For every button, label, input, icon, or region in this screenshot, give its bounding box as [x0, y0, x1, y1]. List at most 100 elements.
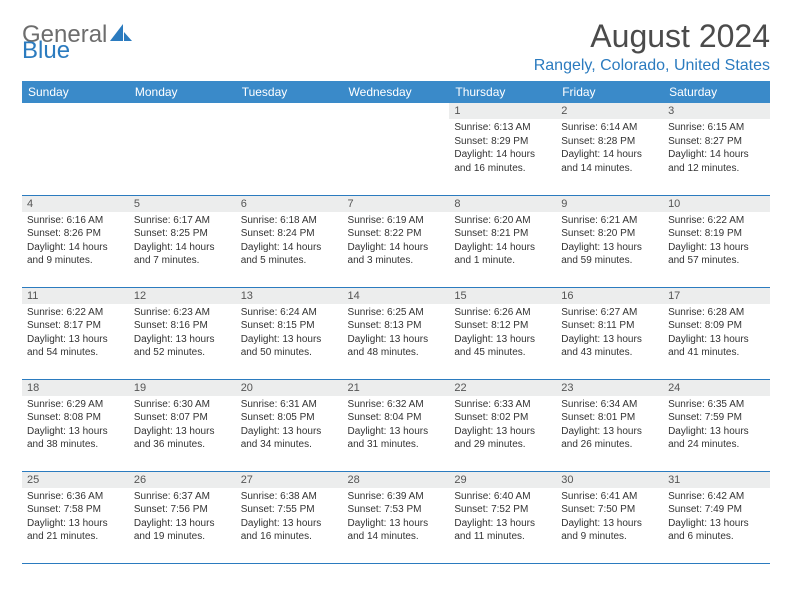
calendar-cell: 26Sunrise: 6:37 AMSunset: 7:56 PMDayligh…	[129, 471, 236, 563]
sunset-line: Sunset: 8:01 PM	[561, 411, 658, 425]
sunset-line: Sunset: 8:25 PM	[134, 227, 231, 241]
daylight-line: Daylight: 13 hours and 48 minutes.	[348, 333, 445, 360]
sunset-line: Sunset: 8:21 PM	[454, 227, 551, 241]
calendar-cell: 29Sunrise: 6:40 AMSunset: 7:52 PMDayligh…	[449, 471, 556, 563]
sunrise-line: Sunrise: 6:36 AM	[27, 490, 124, 504]
day-number: 24	[663, 380, 770, 396]
cell-body: Sunrise: 6:42 AMSunset: 7:49 PMDaylight:…	[663, 488, 770, 548]
calendar-cell: 15Sunrise: 6:26 AMSunset: 8:12 PMDayligh…	[449, 287, 556, 379]
calendar-cell: 4Sunrise: 6:16 AMSunset: 8:26 PMDaylight…	[22, 195, 129, 287]
sunset-line: Sunset: 8:29 PM	[454, 135, 551, 149]
daylight-line: Daylight: 13 hours and 41 minutes.	[668, 333, 765, 360]
cell-body: Sunrise: 6:13 AMSunset: 8:29 PMDaylight:…	[449, 119, 556, 179]
day-number: 9	[556, 196, 663, 212]
cell-body: Sunrise: 6:26 AMSunset: 8:12 PMDaylight:…	[449, 304, 556, 364]
daylight-line: Daylight: 14 hours and 14 minutes.	[561, 148, 658, 175]
sunset-line: Sunset: 8:19 PM	[668, 227, 765, 241]
calendar-cell: 28Sunrise: 6:39 AMSunset: 7:53 PMDayligh…	[343, 471, 450, 563]
sunset-line: Sunset: 7:52 PM	[454, 503, 551, 517]
calendar-cell: 5Sunrise: 6:17 AMSunset: 8:25 PMDaylight…	[129, 195, 236, 287]
day-number: 22	[449, 380, 556, 396]
daylight-line: Daylight: 13 hours and 26 minutes.	[561, 425, 658, 452]
daylight-line: Daylight: 14 hours and 12 minutes.	[668, 148, 765, 175]
cell-body: Sunrise: 6:29 AMSunset: 8:08 PMDaylight:…	[22, 396, 129, 456]
daylight-line: Daylight: 13 hours and 11 minutes.	[454, 517, 551, 544]
month-title: August 2024	[534, 18, 770, 55]
calendar-table: SundayMondayTuesdayWednesdayThursdayFrid…	[22, 81, 770, 564]
sunset-line: Sunset: 7:58 PM	[27, 503, 124, 517]
day-header: Wednesday	[343, 81, 450, 103]
calendar-cell: 13Sunrise: 6:24 AMSunset: 8:15 PMDayligh…	[236, 287, 343, 379]
sunrise-line: Sunrise: 6:40 AM	[454, 490, 551, 504]
sunrise-line: Sunrise: 6:19 AM	[348, 214, 445, 228]
sunset-line: Sunset: 8:22 PM	[348, 227, 445, 241]
daylight-line: Daylight: 13 hours and 54 minutes.	[27, 333, 124, 360]
cell-body: Sunrise: 6:15 AMSunset: 8:27 PMDaylight:…	[663, 119, 770, 179]
day-number: 2	[556, 103, 663, 119]
cell-body: Sunrise: 6:41 AMSunset: 7:50 PMDaylight:…	[556, 488, 663, 548]
cell-body: Sunrise: 6:23 AMSunset: 8:16 PMDaylight:…	[129, 304, 236, 364]
sunset-line: Sunset: 8:05 PM	[241, 411, 338, 425]
sunrise-line: Sunrise: 6:42 AM	[668, 490, 765, 504]
cell-body: Sunrise: 6:40 AMSunset: 7:52 PMDaylight:…	[449, 488, 556, 548]
title-block: August 2024 Rangely, Colorado, United St…	[534, 18, 770, 75]
calendar-cell: 25Sunrise: 6:36 AMSunset: 7:58 PMDayligh…	[22, 471, 129, 563]
cell-body: Sunrise: 6:33 AMSunset: 8:02 PMDaylight:…	[449, 396, 556, 456]
day-number: 21	[343, 380, 450, 396]
calendar-cell	[236, 103, 343, 195]
day-number: 18	[22, 380, 129, 396]
sunrise-line: Sunrise: 6:21 AM	[561, 214, 658, 228]
sunrise-line: Sunrise: 6:25 AM	[348, 306, 445, 320]
cell-body: Sunrise: 6:16 AMSunset: 8:26 PMDaylight:…	[22, 212, 129, 272]
sunset-line: Sunset: 8:13 PM	[348, 319, 445, 333]
calendar-cell	[343, 103, 450, 195]
sunrise-line: Sunrise: 6:31 AM	[241, 398, 338, 412]
cell-body: Sunrise: 6:34 AMSunset: 8:01 PMDaylight:…	[556, 396, 663, 456]
day-number: 12	[129, 288, 236, 304]
daylight-line: Daylight: 14 hours and 9 minutes.	[27, 241, 124, 268]
day-number: 26	[129, 472, 236, 488]
calendar-cell: 31Sunrise: 6:42 AMSunset: 7:49 PMDayligh…	[663, 471, 770, 563]
day-header-row: SundayMondayTuesdayWednesdayThursdayFrid…	[22, 81, 770, 103]
daylight-line: Daylight: 13 hours and 16 minutes.	[241, 517, 338, 544]
calendar-cell: 23Sunrise: 6:34 AMSunset: 8:01 PMDayligh…	[556, 379, 663, 471]
cell-body: Sunrise: 6:20 AMSunset: 8:21 PMDaylight:…	[449, 212, 556, 272]
cell-body: Sunrise: 6:28 AMSunset: 8:09 PMDaylight:…	[663, 304, 770, 364]
daylight-line: Daylight: 14 hours and 16 minutes.	[454, 148, 551, 175]
calendar-cell: 14Sunrise: 6:25 AMSunset: 8:13 PMDayligh…	[343, 287, 450, 379]
calendar-cell: 16Sunrise: 6:27 AMSunset: 8:11 PMDayligh…	[556, 287, 663, 379]
daylight-line: Daylight: 13 hours and 29 minutes.	[454, 425, 551, 452]
day-header: Monday	[129, 81, 236, 103]
sunset-line: Sunset: 8:11 PM	[561, 319, 658, 333]
daylight-line: Daylight: 13 hours and 24 minutes.	[668, 425, 765, 452]
day-number: 20	[236, 380, 343, 396]
cell-body: Sunrise: 6:25 AMSunset: 8:13 PMDaylight:…	[343, 304, 450, 364]
calendar-week-row: 4Sunrise: 6:16 AMSunset: 8:26 PMDaylight…	[22, 195, 770, 287]
day-header: Thursday	[449, 81, 556, 103]
calendar-cell: 27Sunrise: 6:38 AMSunset: 7:55 PMDayligh…	[236, 471, 343, 563]
cell-body: Sunrise: 6:39 AMSunset: 7:53 PMDaylight:…	[343, 488, 450, 548]
cell-body: Sunrise: 6:37 AMSunset: 7:56 PMDaylight:…	[129, 488, 236, 548]
day-number: 5	[129, 196, 236, 212]
sunset-line: Sunset: 8:28 PM	[561, 135, 658, 149]
daylight-line: Daylight: 14 hours and 3 minutes.	[348, 241, 445, 268]
sunset-line: Sunset: 7:56 PM	[134, 503, 231, 517]
sunset-line: Sunset: 7:49 PM	[668, 503, 765, 517]
sunset-line: Sunset: 8:12 PM	[454, 319, 551, 333]
day-number: 29	[449, 472, 556, 488]
daylight-line: Daylight: 13 hours and 14 minutes.	[348, 517, 445, 544]
day-number: 19	[129, 380, 236, 396]
calendar-cell	[129, 103, 236, 195]
cell-body: Sunrise: 6:38 AMSunset: 7:55 PMDaylight:…	[236, 488, 343, 548]
day-number: 31	[663, 472, 770, 488]
sunset-line: Sunset: 8:17 PM	[27, 319, 124, 333]
calendar-cell: 19Sunrise: 6:30 AMSunset: 8:07 PMDayligh…	[129, 379, 236, 471]
day-number: 30	[556, 472, 663, 488]
sunset-line: Sunset: 8:07 PM	[134, 411, 231, 425]
calendar-cell: 7Sunrise: 6:19 AMSunset: 8:22 PMDaylight…	[343, 195, 450, 287]
sunrise-line: Sunrise: 6:17 AM	[134, 214, 231, 228]
sunrise-line: Sunrise: 6:27 AM	[561, 306, 658, 320]
cell-body: Sunrise: 6:22 AMSunset: 8:19 PMDaylight:…	[663, 212, 770, 272]
day-number: 4	[22, 196, 129, 212]
cell-body: Sunrise: 6:32 AMSunset: 8:04 PMDaylight:…	[343, 396, 450, 456]
